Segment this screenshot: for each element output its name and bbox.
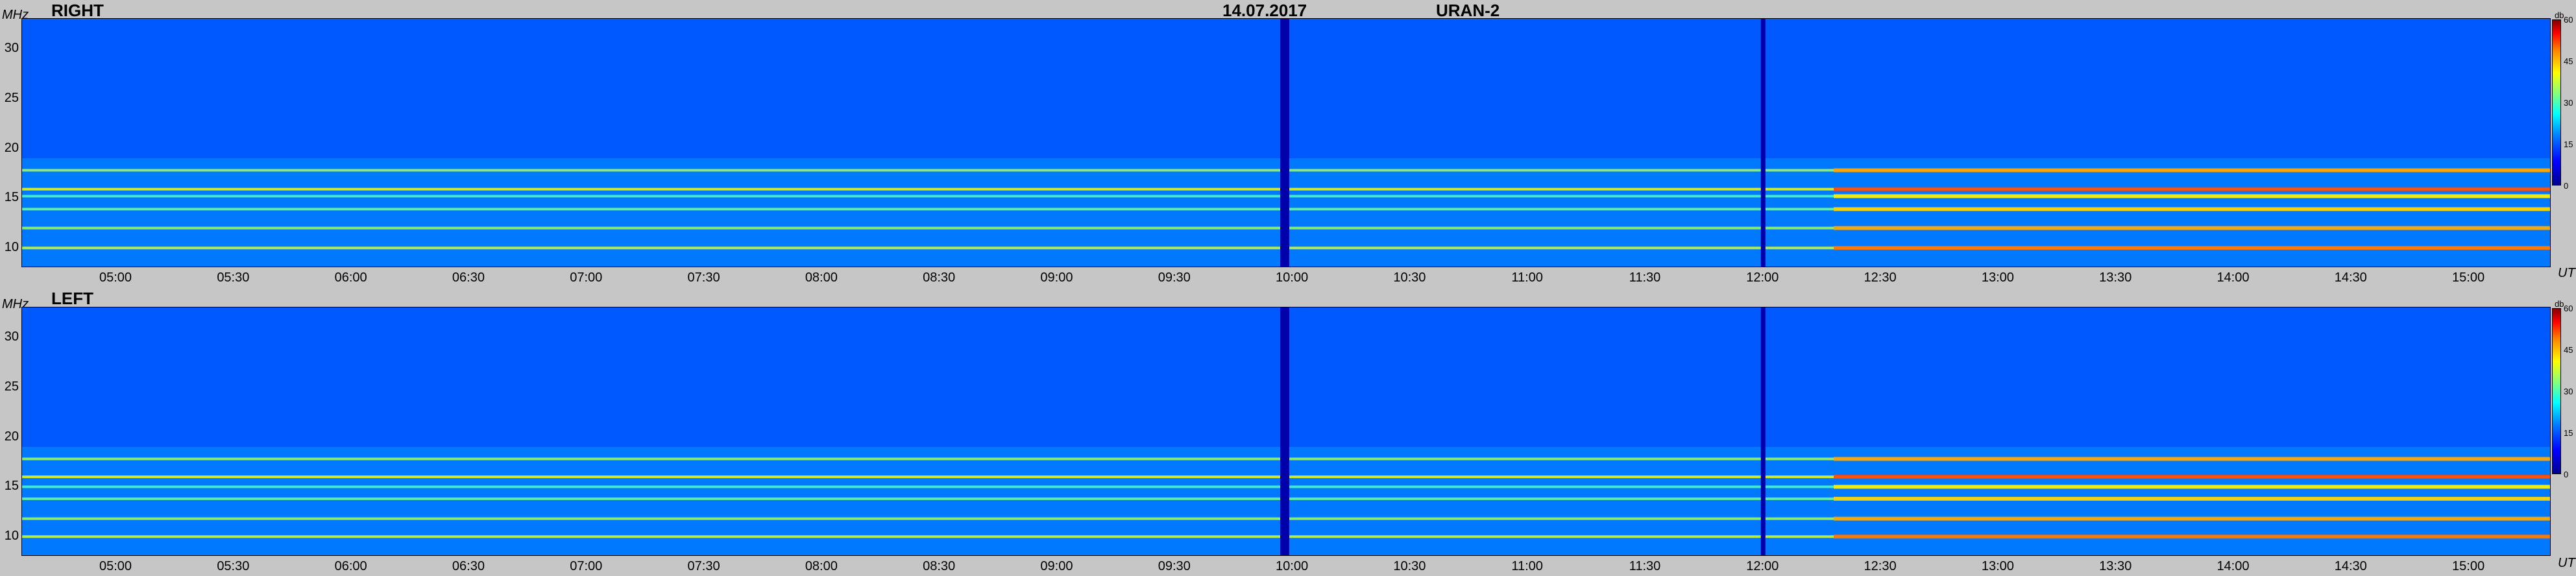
date-title: 14.07.2017: [1222, 1, 1307, 20]
x-tick-label: 14:00: [2217, 559, 2250, 573]
right-spectrogram: [21, 18, 2551, 267]
left-spectrogram: [21, 307, 2551, 556]
colorbar-tick-label: 30: [2564, 98, 2573, 108]
x-tick-label: 14:00: [2217, 270, 2250, 285]
x-tick-label: 12:30: [1864, 270, 1897, 285]
x-tick-label: 10:00: [1276, 559, 1309, 573]
x-tick-label: 06:30: [452, 559, 485, 573]
x-tick-label: 11:30: [1629, 270, 1661, 285]
colorbar-tick-label: 0: [2564, 470, 2569, 479]
colorbar-tick-label: 60: [2564, 15, 2573, 25]
low-signal-bar-0: [1280, 19, 1289, 267]
y-tick-label: 15: [4, 190, 19, 205]
right-colorbar-unit: db: [2555, 10, 2564, 20]
x-tick-label: 12:30: [1864, 559, 1897, 573]
horizontal-band-late-3: [1834, 496, 2550, 501]
x-tick-label: 09:30: [1158, 270, 1191, 285]
x-tick-label: 08:00: [805, 270, 838, 285]
low-signal-bar-1: [1760, 19, 1766, 267]
y-tick-label: 20: [4, 429, 19, 444]
colorbar-tick-label: 45: [2564, 345, 2573, 355]
x-tick-label: 10:00: [1276, 270, 1309, 285]
x-tick-label: 05:30: [217, 559, 250, 573]
x-tick-label: 10:30: [1393, 270, 1426, 285]
y-tick-label: 10: [4, 240, 19, 255]
left-colorbar-unit: db: [2555, 299, 2564, 309]
y-tick-label: 20: [4, 140, 19, 155]
right-channel-title: RIGHT: [51, 1, 104, 20]
x-tick-label: 07:30: [687, 270, 720, 285]
x-tick-label: 13:30: [2099, 559, 2132, 573]
x-tick-label: 15:00: [2452, 559, 2485, 573]
left-x-unit: UT: [2558, 556, 2575, 570]
colorbar-tick-label: 45: [2564, 56, 2573, 66]
x-tick-label: 08:30: [923, 270, 956, 285]
x-tick-label: 08:00: [805, 559, 838, 573]
horizontal-band-late-1: [1834, 475, 2550, 479]
low-signal-bar-1: [1760, 307, 1766, 555]
right-x-unit: UT: [2558, 266, 2575, 280]
colorbar-tick-label: 15: [2564, 139, 2573, 149]
x-tick-label: 06:00: [334, 270, 367, 285]
colorbar-tick-label: 15: [2564, 428, 2573, 438]
right-colorbar: [2552, 19, 2561, 186]
x-tick-label: 05:00: [99, 270, 132, 285]
x-tick-label: 12:00: [1746, 270, 1779, 285]
x-tick-label: 09:00: [1040, 270, 1073, 285]
x-tick-label: 09:00: [1040, 559, 1073, 573]
horizontal-band-late-0: [1834, 168, 2550, 173]
horizontal-band-late-2: [1834, 194, 2550, 198]
x-tick-label: 14:30: [2334, 559, 2367, 573]
x-tick-label: 11:00: [1511, 559, 1543, 573]
x-tick-label: 07:00: [570, 559, 603, 573]
colorbar-tick-label: 0: [2564, 181, 2569, 191]
y-tick-label: 15: [4, 479, 19, 494]
x-tick-label: 13:00: [1981, 559, 2014, 573]
x-tick-label: 14:30: [2334, 270, 2367, 285]
x-tick-label: 07:30: [687, 559, 720, 573]
x-tick-label: 09:30: [1158, 559, 1191, 573]
x-tick-label: 08:30: [923, 559, 956, 573]
x-tick-label: 15:00: [2452, 270, 2485, 285]
y-tick-label: 30: [4, 41, 19, 56]
horizontal-band-late-5: [1834, 534, 2550, 539]
instrument-title: URAN-2: [1436, 1, 1500, 20]
x-tick-label: 13:00: [1981, 270, 2014, 285]
y-tick-label: 25: [4, 379, 19, 394]
low-signal-bar-0: [1280, 307, 1289, 555]
x-tick-label: 06:00: [334, 559, 367, 573]
horizontal-band-late-2: [1834, 485, 2550, 489]
horizontal-band-late-4: [1834, 516, 2550, 521]
horizontal-band-late-4: [1834, 226, 2550, 230]
x-tick-label: 05:00: [99, 559, 132, 573]
x-tick-label: 11:00: [1511, 270, 1543, 285]
horizontal-band-late-5: [1834, 246, 2550, 250]
horizontal-band-late-3: [1834, 207, 2550, 211]
x-tick-label: 10:30: [1393, 559, 1426, 573]
colorbar-tick-label: 60: [2564, 304, 2573, 313]
y-tick-label: 10: [4, 529, 19, 544]
x-tick-label: 13:30: [2099, 270, 2132, 285]
horizontal-band-late-1: [1834, 187, 2550, 191]
x-tick-label: 12:00: [1746, 559, 1779, 573]
x-tick-label: 06:30: [452, 270, 485, 285]
x-tick-label: 11:30: [1629, 559, 1661, 573]
spectrogram-canvas: [22, 19, 2550, 267]
x-tick-label: 05:30: [217, 270, 250, 285]
left-channel-title: LEFT: [51, 289, 93, 308]
left-colorbar: [2552, 308, 2561, 474]
colorbar-tick-label: 30: [2564, 387, 2573, 396]
horizontal-band-late-0: [1834, 457, 2550, 461]
spectrogram-canvas: [22, 307, 2550, 555]
y-tick-label: 25: [4, 90, 19, 105]
x-tick-label: 07:00: [570, 270, 603, 285]
y-tick-label: 30: [4, 330, 19, 344]
